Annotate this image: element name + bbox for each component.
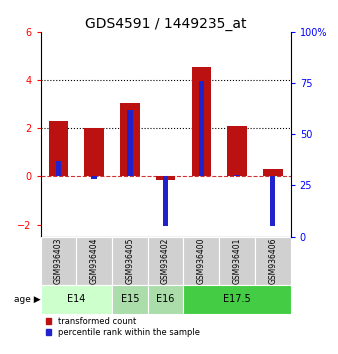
Bar xyxy=(255,237,291,285)
Bar xyxy=(263,169,283,176)
Text: age ▶: age ▶ xyxy=(14,295,41,304)
Bar xyxy=(156,176,175,180)
Bar xyxy=(192,67,211,176)
Text: GSM936403: GSM936403 xyxy=(54,238,63,284)
Bar xyxy=(184,237,219,285)
Bar xyxy=(112,285,148,314)
Text: GSM936404: GSM936404 xyxy=(90,238,99,284)
Bar xyxy=(199,81,204,176)
Text: E15: E15 xyxy=(121,294,139,304)
Bar xyxy=(112,237,148,285)
Text: GSM936405: GSM936405 xyxy=(125,238,135,284)
Text: E17.5: E17.5 xyxy=(223,294,251,304)
Bar xyxy=(270,176,275,227)
Text: E14: E14 xyxy=(67,294,86,304)
Text: GSM936406: GSM936406 xyxy=(268,238,277,284)
Bar xyxy=(219,237,255,285)
Bar xyxy=(49,121,68,176)
Bar xyxy=(163,176,168,227)
Text: GSM936402: GSM936402 xyxy=(161,238,170,284)
Bar xyxy=(148,237,184,285)
Bar xyxy=(41,237,76,285)
Bar xyxy=(56,161,61,176)
Title: GDS4591 / 1449235_at: GDS4591 / 1449235_at xyxy=(85,17,246,31)
Bar xyxy=(184,285,291,314)
Text: GSM936400: GSM936400 xyxy=(197,238,206,284)
Text: E16: E16 xyxy=(156,294,175,304)
Bar xyxy=(148,285,184,314)
Bar xyxy=(84,128,104,176)
Bar xyxy=(92,176,97,179)
Legend: transformed count, percentile rank within the sample: transformed count, percentile rank withi… xyxy=(45,316,201,338)
Bar xyxy=(127,110,132,176)
Bar xyxy=(76,237,112,285)
Bar xyxy=(227,126,247,176)
Bar xyxy=(120,103,140,176)
Bar xyxy=(41,285,112,314)
Bar xyxy=(235,175,240,176)
Text: GSM936401: GSM936401 xyxy=(233,238,242,284)
